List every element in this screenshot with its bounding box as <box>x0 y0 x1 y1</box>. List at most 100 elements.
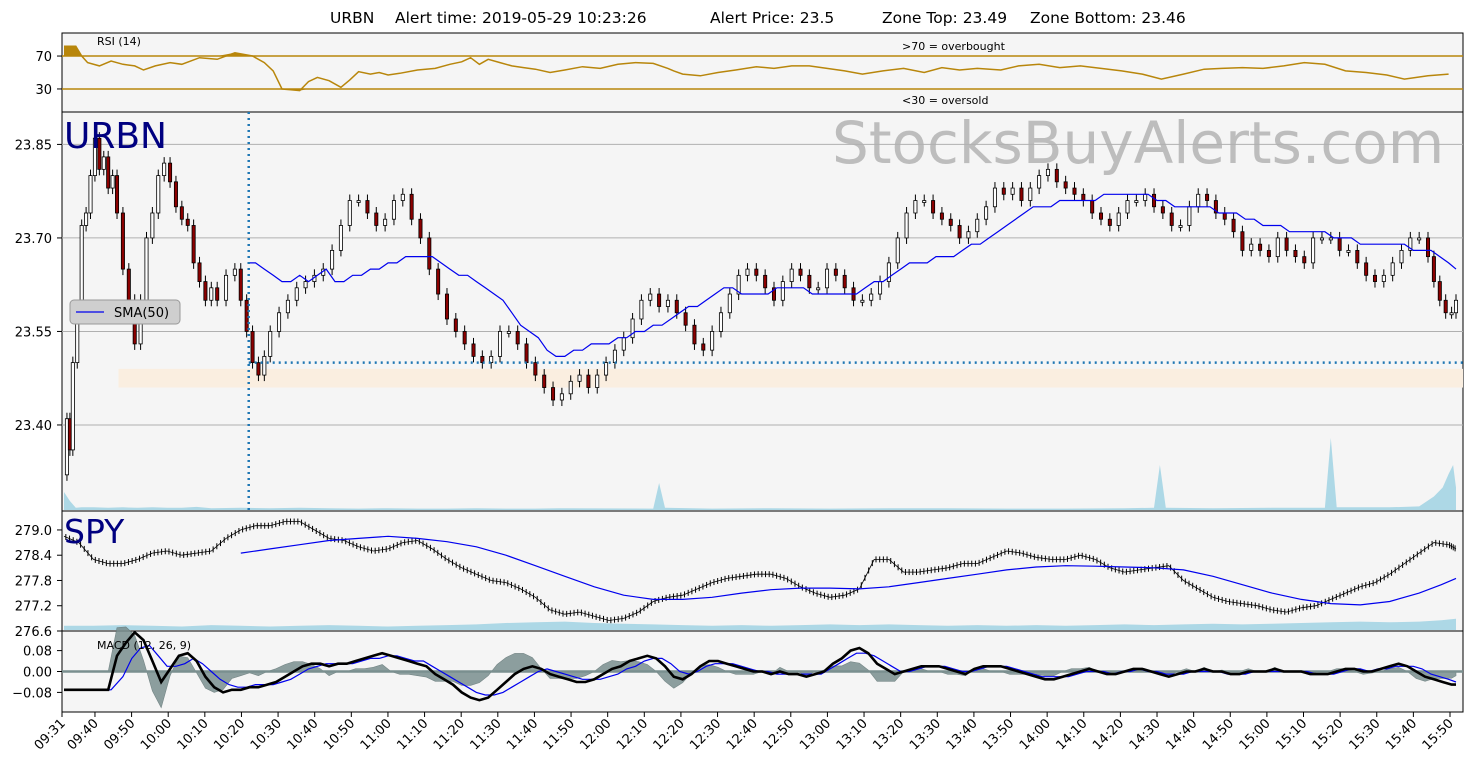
spy-volume-area <box>64 618 1456 630</box>
macd-label: MACD (12, 26, 9) <box>97 639 191 652</box>
x-tick-label: 15:20 <box>1310 716 1347 753</box>
x-tick-label: 14:20 <box>1090 716 1127 753</box>
x-tick-label: 10:00 <box>138 716 175 753</box>
rsi-label: RSI (14) <box>97 35 141 48</box>
x-tick-label: 15:30 <box>1346 716 1383 753</box>
urbn-candle-body <box>126 268 131 301</box>
urbn-candle-body <box>1222 212 1227 220</box>
urbn-candle-body <box>173 181 178 208</box>
urbn-candle-body <box>110 175 115 189</box>
urbn-candle-body <box>612 349 617 364</box>
urbn-candle-body <box>1143 193 1148 201</box>
urbn-candle-body <box>144 237 149 301</box>
x-tick-label: 14:10 <box>1054 716 1091 753</box>
urbn-candle-body <box>931 200 936 214</box>
urbn-candle-body <box>1364 262 1369 276</box>
urbn-candle-body <box>1311 237 1316 264</box>
urbn-candle-body <box>471 343 476 357</box>
urbn-candle-body <box>70 362 75 451</box>
urbn-candle-body <box>418 218 423 239</box>
urbn-candle-body <box>1437 281 1442 301</box>
urbn-candle-body <box>203 281 208 301</box>
urbn-candle-body <box>168 162 173 183</box>
urbn-candle-body <box>515 331 520 345</box>
urbn-ytick-label: 23.40 <box>15 419 52 434</box>
x-tick-label: 09:31 <box>32 716 69 753</box>
rsi-overbought-text: >70 = overbought <box>902 40 1006 53</box>
urbn-panel-bg <box>61 111 1464 512</box>
x-tick-label: 14:40 <box>1163 716 1200 753</box>
urbn-candle-body <box>232 268 237 276</box>
urbn-candle-body <box>710 331 715 351</box>
urbn-candle-body <box>383 218 388 226</box>
urbn-candle-body <box>904 212 909 239</box>
spy-ytick-label: 279.0 <box>15 524 52 539</box>
urbn-candle-body <box>1284 237 1289 251</box>
urbn-candle-body <box>84 212 89 226</box>
urbn-candle-body <box>922 200 927 203</box>
urbn-candle-body <box>224 274 229 301</box>
spy-ytick-label: 276.6 <box>15 625 52 640</box>
urbn-candle-body <box>524 343 529 364</box>
urbn-candle-body <box>1134 200 1139 203</box>
urbn-candle-body <box>604 362 609 376</box>
urbn-candle-body <box>1426 237 1431 258</box>
x-tick-label: 10:30 <box>248 716 285 753</box>
urbn-candle-body <box>1249 243 1254 251</box>
urbn-candle-body <box>179 206 184 220</box>
zone-band <box>118 368 1463 388</box>
urbn-candle-body <box>683 312 688 326</box>
urbn-candle-body <box>374 212 379 226</box>
x-tick-label: 13:40 <box>944 716 981 753</box>
urbn-candle-body <box>1328 237 1333 241</box>
urbn-candle-body <box>1116 212 1121 226</box>
spy-price-line <box>63 521 1457 621</box>
urbn-candle-body <box>453 318 458 332</box>
urbn-candle-body <box>559 393 564 401</box>
urbn-candle-body <box>427 237 432 270</box>
urbn-candle-body <box>886 262 891 282</box>
urbn-candle-body <box>120 212 125 270</box>
urbn-candle-body <box>586 374 591 388</box>
urbn-candle-body <box>780 281 785 301</box>
urbn-candle-body <box>162 162 167 176</box>
urbn-candle-body <box>1293 250 1298 258</box>
title-zone-top: Zone Top: 23.49 <box>882 9 1007 27</box>
urbn-candle-body <box>842 274 847 289</box>
urbn-candle-body <box>948 218 953 226</box>
macd-ytick-label: 0.08 <box>23 645 52 660</box>
urbn-candle-body <box>984 206 989 220</box>
urbn-candle-body <box>1443 299 1448 314</box>
urbn-candle-body <box>895 237 900 264</box>
x-tick-label: 12:20 <box>651 716 688 753</box>
urbn-candle-body <box>156 175 161 214</box>
x-tick-label: 09:40 <box>65 716 102 753</box>
rsi-oversold-text: <30 = oversold <box>902 94 988 107</box>
urbn-candle-body <box>542 374 547 388</box>
urbn-candle-body <box>1187 206 1192 226</box>
x-tick-label: 09:50 <box>101 716 138 753</box>
urbn-candle-body <box>365 200 370 214</box>
urbn-candle-body <box>1125 200 1130 214</box>
urbn-candle-body <box>957 225 962 239</box>
urbn-candle-body <box>244 299 249 332</box>
sma-legend-box <box>69 299 181 325</box>
urbn-candle-body <box>444 293 449 320</box>
urbn-candle-body <box>347 200 352 226</box>
x-tick-label: 10:20 <box>211 716 248 753</box>
urbn-candle-body <box>268 331 273 357</box>
title-alert-time: Alert time: 2019-05-29 10:23:26 <box>395 9 647 27</box>
urbn-ytick-label: 23.55 <box>15 325 52 340</box>
urbn-candle-body <box>1449 312 1454 316</box>
urbn-candle-body <box>250 331 255 364</box>
urbn-sma-line <box>248 193 1457 357</box>
urbn-candle-body <box>825 268 830 289</box>
urbn-candle-body <box>657 293 662 307</box>
urbn-candle-body <box>648 293 653 301</box>
urbn-candle-body <box>1037 175 1042 189</box>
urbn-candle-body <box>1169 212 1174 226</box>
urbn-candle-body <box>754 268 759 276</box>
urbn-candle-body <box>92 137 97 176</box>
x-tick-label: 14:30 <box>1127 716 1164 753</box>
urbn-candle-body <box>621 337 626 351</box>
